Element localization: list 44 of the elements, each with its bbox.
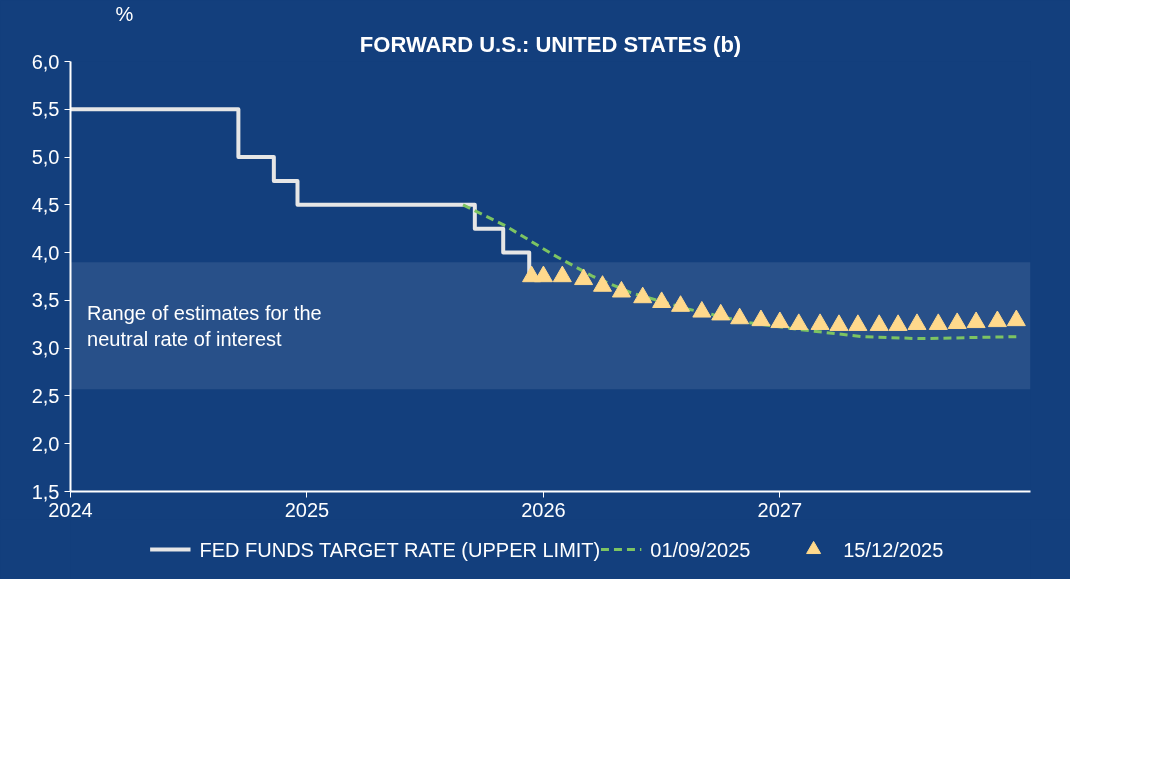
y-tick-label: 5,0 [31,146,60,169]
point [633,286,653,304]
point [966,311,986,329]
point [652,291,672,308]
point [533,265,553,283]
y-tick-label: 4,5 [31,193,60,216]
point [574,268,594,286]
point [829,314,849,331]
y-tick-label: 3,5 [31,289,60,312]
x-tick-label: 2026 [521,498,566,521]
y-tick-label: 3,0 [31,337,60,360]
y-tick-label: 4,0 [31,241,60,264]
point [907,313,927,330]
point [869,314,889,331]
point [692,300,712,318]
y-axis-title: % [115,2,134,25]
point [789,313,809,330]
point [1006,309,1026,327]
point [810,313,830,330]
point [552,265,572,283]
y-tick-label: 2,5 [31,384,60,407]
point [751,309,771,327]
point [848,314,868,331]
chart-title: FORWARD U.S.: UNITED STATES (b) [359,31,742,57]
point [770,311,790,329]
x-tick-label: 2027 [757,498,803,521]
point [611,280,631,298]
point [928,313,948,330]
band-label: Range of estimates for the neutral rate of interest [87,301,322,350]
legend-label: 15/12/2025 [843,538,944,561]
x-tick-label: 2025 [284,498,330,521]
legend-label: 01/09/2025 [650,538,751,561]
point [888,314,908,331]
y-tick-label: 6,0 [31,50,60,73]
point [947,312,967,330]
legend-label: FED FUNDS TARGET RATE (UPPER LIMIT) [199,538,601,561]
point [730,307,750,325]
y-tick-label: 2,0 [31,432,60,455]
point [711,303,731,321]
point [671,295,691,312]
point [987,310,1007,328]
y-tick-label: 5,5 [31,98,60,121]
point [593,275,613,292]
line-series [461,203,1018,341]
